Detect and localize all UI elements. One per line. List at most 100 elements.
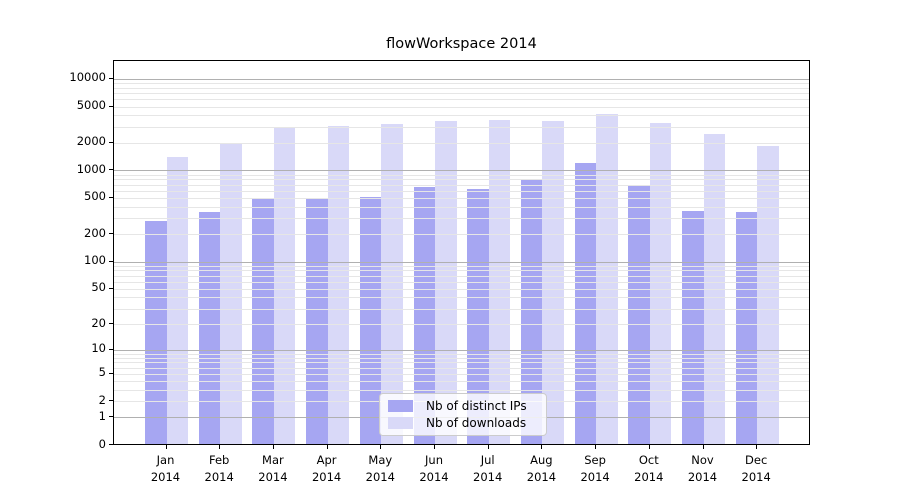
gridline-minor bbox=[114, 324, 809, 326]
x-tick bbox=[272, 445, 274, 449]
y-tick bbox=[109, 141, 113, 143]
x-tick-label: Feb 2014 bbox=[204, 453, 234, 484]
y-tick bbox=[109, 260, 113, 262]
bar-distinct-ips-may bbox=[359, 196, 382, 444]
gridline-minor bbox=[114, 99, 809, 101]
x-tick bbox=[487, 445, 489, 449]
gridline-minor bbox=[114, 190, 809, 192]
x-tick-label: Jun 2014 bbox=[419, 453, 449, 484]
plot-area bbox=[113, 60, 810, 445]
y-tick bbox=[109, 77, 113, 79]
gridline-minor bbox=[114, 142, 809, 144]
gridline-minor bbox=[114, 275, 809, 277]
gridline-minor bbox=[114, 234, 809, 236]
bar-downloads-sep bbox=[596, 114, 618, 444]
y-tick bbox=[109, 287, 113, 289]
legend-label-distinct-ips: Nb of distinct IPs bbox=[426, 398, 527, 413]
x-tick-label: Jul 2014 bbox=[473, 453, 503, 484]
gridline-minor bbox=[114, 362, 809, 364]
y-tick-label: 0 bbox=[98, 436, 106, 451]
y-tick bbox=[109, 416, 113, 418]
y-tick bbox=[109, 196, 113, 198]
gridline-minor bbox=[114, 265, 809, 267]
y-tick bbox=[109, 444, 113, 445]
bar-downloads-apr bbox=[327, 126, 350, 444]
bar-downloads-jan bbox=[166, 157, 188, 444]
x-tick bbox=[434, 445, 435, 449]
y-tick-label: 5 bbox=[98, 365, 106, 380]
bar-downloads-oct bbox=[649, 122, 672, 444]
gridline-minor bbox=[114, 353, 809, 355]
bar-distinct-ips-apr bbox=[306, 198, 328, 444]
x-tick-label: Apr 2014 bbox=[311, 453, 342, 484]
gridline-minor bbox=[114, 281, 809, 283]
x-tick-label: Mar 2014 bbox=[258, 453, 288, 484]
y-tick-label: 50 bbox=[91, 280, 106, 295]
bar-distinct-ips-feb bbox=[198, 212, 221, 444]
gridline-minor bbox=[114, 288, 809, 290]
y-tick-label: 500 bbox=[84, 189, 106, 204]
y-tick-label: 1000 bbox=[76, 161, 106, 176]
y-tick bbox=[109, 105, 113, 107]
y-tick bbox=[109, 169, 113, 171]
x-tick bbox=[326, 445, 328, 449]
x-tick-label: Jan 2014 bbox=[150, 453, 181, 484]
gridline-minor bbox=[114, 93, 809, 95]
bar-distinct-ips-mar bbox=[252, 198, 274, 444]
chart-title: flowWorkspace 2014 bbox=[386, 36, 537, 52]
gridline-minor bbox=[114, 381, 809, 383]
y-tick bbox=[109, 400, 113, 402]
x-tick-label: Nov 2014 bbox=[687, 453, 718, 484]
bar-distinct-ips-dec bbox=[735, 212, 758, 444]
gridline-minor bbox=[114, 373, 809, 375]
bar-downloads-may bbox=[381, 124, 403, 444]
y-tick-label: 5000 bbox=[76, 98, 106, 113]
gridline-minor bbox=[114, 83, 809, 85]
x-tick-label: Sep 2014 bbox=[580, 453, 610, 484]
gridline-minor bbox=[114, 174, 809, 176]
bar-distinct-ips-jan bbox=[145, 220, 167, 444]
gridline-minor bbox=[114, 106, 809, 108]
y-tick-label: 100 bbox=[84, 253, 106, 268]
x-tick-label: Oct 2014 bbox=[634, 453, 664, 484]
y-tick bbox=[109, 323, 113, 325]
gridline-minor bbox=[114, 270, 809, 272]
x-tick-label: Aug 2014 bbox=[526, 453, 557, 484]
y-tick-label: 10000 bbox=[69, 70, 106, 85]
x-tick-label: Dec 2014 bbox=[741, 453, 771, 484]
gridline-minor bbox=[114, 218, 809, 220]
bar-downloads-dec bbox=[757, 146, 779, 444]
legend-swatch-downloads bbox=[388, 417, 413, 430]
y-tick-label: 2000 bbox=[76, 134, 106, 149]
gridline-minor bbox=[114, 357, 809, 359]
bar-distinct-ips-oct bbox=[628, 186, 650, 444]
legend: Nb of distinct IPs Nb of downloads bbox=[379, 393, 547, 436]
gridline-major bbox=[114, 78, 809, 80]
gridline-major bbox=[114, 261, 809, 263]
y-tick bbox=[109, 372, 113, 374]
gridline-minor bbox=[114, 126, 809, 128]
x-tick bbox=[702, 445, 704, 449]
x-tick bbox=[165, 445, 167, 449]
gridline-minor bbox=[114, 297, 809, 299]
y-tick-label: 10 bbox=[91, 341, 106, 356]
y-tick bbox=[109, 348, 113, 350]
bar-distinct-ips-jun bbox=[413, 186, 435, 444]
y-tick-label: 2 bbox=[98, 392, 106, 407]
bar-downloads-feb bbox=[220, 142, 242, 444]
y-tick-label: 200 bbox=[84, 225, 106, 240]
gridline-minor bbox=[114, 179, 809, 181]
y-tick bbox=[109, 233, 113, 235]
gridline-major bbox=[114, 170, 809, 172]
bar-distinct-ips-sep bbox=[574, 163, 597, 444]
gridline-minor bbox=[114, 206, 809, 208]
gridline-minor bbox=[114, 184, 809, 186]
legend-entry-downloads: Nb of downloads bbox=[388, 415, 538, 432]
gridline-minor bbox=[114, 367, 809, 369]
x-tick-label: May 2014 bbox=[365, 453, 395, 484]
y-tick-label: 20 bbox=[91, 315, 106, 330]
y-tick-label: 1 bbox=[98, 408, 106, 423]
gridline-minor bbox=[114, 308, 809, 310]
gridline-minor bbox=[114, 389, 809, 391]
